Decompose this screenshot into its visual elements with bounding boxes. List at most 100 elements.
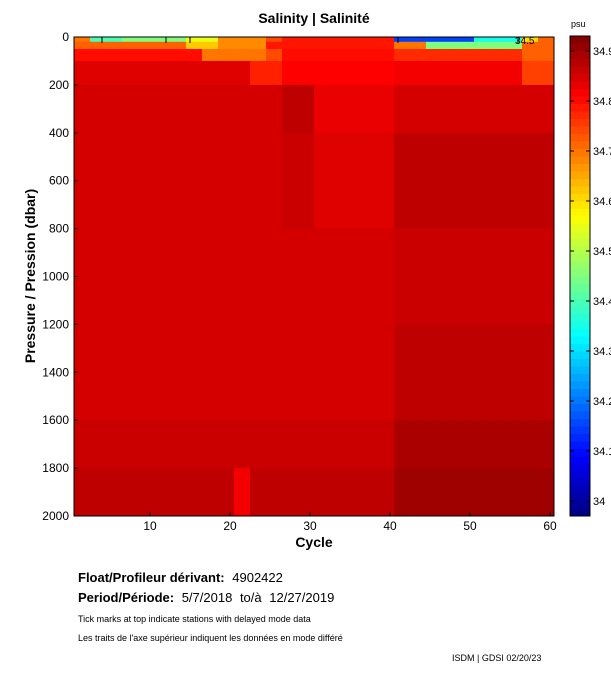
heatmap-cell: [410, 84, 427, 134]
colorbar-frame: [569, 35, 591, 517]
colorbar-tick-label: 34: [593, 496, 605, 508]
heatmap-cell: [90, 41, 107, 50]
heatmap-cell: [122, 420, 139, 469]
heatmap-cell: [426, 324, 443, 421]
heatmap-cell: [330, 48, 347, 62]
heatmap-cell: [394, 84, 411, 134]
heatmap-cell: [426, 468, 443, 517]
heatmap-cell: [250, 324, 267, 421]
heatmap-cell: [74, 84, 91, 134]
heatmap-cell: [250, 41, 267, 50]
heatmap-cell: [250, 228, 267, 325]
heatmap-cell: [522, 132, 539, 230]
colorbar-tick-label: 34.9: [593, 46, 611, 58]
heatmap-cell: [106, 60, 123, 86]
colorbar-swatch: [570, 171, 590, 179]
heatmap-cell: [138, 468, 155, 517]
heatmap-cell: [106, 228, 123, 325]
heatmap-cell: [298, 37, 315, 43]
heatmap-cell: [90, 228, 107, 325]
heatmap-cell: [282, 60, 299, 86]
colorbar-swatch: [570, 283, 590, 292]
heatmap-cell: [362, 48, 379, 62]
heatmap-cell: [250, 420, 267, 469]
heatmap-cell: [378, 324, 395, 421]
heatmap-cell: [282, 37, 299, 43]
heatmap-cell: [298, 420, 315, 469]
heatmap-cell: [154, 228, 171, 325]
heatmap-cell: [122, 468, 139, 517]
y-tick-label: 600: [49, 174, 69, 188]
heatmap-cell: [74, 132, 91, 230]
heatmap-cell: [122, 84, 139, 134]
heatmap-cell: [170, 41, 187, 50]
heatmap-cell: [314, 324, 331, 421]
heatmap-cell: [506, 60, 523, 86]
heatmap-cell: [202, 324, 219, 421]
heatmap-cell: [522, 48, 539, 62]
heatmap-cell: [378, 228, 395, 325]
heatmap-cell: [154, 37, 171, 43]
heatmap-cell: [346, 84, 363, 134]
heatmap-cell: [122, 324, 139, 421]
heatmap-cell: [346, 37, 363, 43]
heatmap-cell: [138, 37, 155, 43]
heatmap-cell: [250, 132, 267, 230]
heatmap-cell: [506, 324, 523, 421]
colorbar-swatch: [570, 216, 590, 224]
colorbar-swatch: [570, 336, 590, 344]
heatmap-cell: [458, 228, 475, 325]
y-tick-label: 1600: [42, 413, 69, 427]
heatmap-cell: [426, 37, 443, 43]
heatmap-cell: [234, 60, 251, 86]
heatmap-cell: [410, 60, 427, 86]
heatmap-cell: [202, 420, 219, 469]
heatmap-cell: [506, 132, 523, 230]
colorbar-swatch: [570, 73, 590, 82]
heatmap-cell: [234, 420, 251, 469]
heatmap-cell: [490, 468, 507, 517]
heatmap-cell: [298, 41, 315, 50]
heatmap-cell: [538, 37, 555, 43]
colorbar-swatch: [570, 231, 590, 239]
heatmap-cell: [490, 84, 507, 134]
heatmap-cell: [234, 132, 251, 230]
heatmap-cell: [490, 48, 507, 62]
period-to: to/à: [240, 590, 262, 605]
heatmap-cell: [346, 228, 363, 325]
heatmap-cell: [362, 84, 379, 134]
heatmap-cell: [346, 48, 363, 62]
heatmap-cell: [314, 37, 331, 43]
colorbar: [570, 36, 590, 517]
colorbar-swatch: [570, 411, 590, 419]
heatmap-cell: [378, 60, 395, 86]
colorbar-tick-label: 34.2: [593, 396, 611, 408]
heatmap-cell: [90, 84, 107, 134]
float-label: Float/Profileur dérivant:: [78, 570, 225, 585]
heatmap-cell: [394, 37, 411, 43]
heatmap-cell: [186, 41, 203, 50]
colorbar-swatch: [570, 126, 590, 134]
heatmap-cell: [506, 48, 523, 62]
heatmap-cell: [442, 37, 459, 43]
heatmap-cell: [74, 60, 91, 86]
x-tick-label: 40: [383, 519, 397, 533]
heatmap-cell: [74, 41, 91, 50]
heatmap-cell: [474, 324, 491, 421]
heatmap-cell: [90, 132, 107, 230]
heatmap-cell: [266, 37, 283, 43]
heatmap-cell: [538, 228, 555, 325]
heatmap-cell: [170, 48, 187, 62]
y-tick-label: 1800: [42, 461, 69, 475]
heatmap-cell: [538, 132, 555, 230]
y-axis-label: Pressure / Pression (dbar): [22, 189, 38, 363]
heatmap-cell: [234, 84, 251, 134]
heatmap-cell: [330, 228, 347, 325]
heatmap-cell: [330, 60, 347, 86]
x-tick-label: 10: [143, 519, 157, 533]
heatmap-cell: [250, 84, 267, 134]
heatmap-cell: [170, 60, 187, 86]
heatmap-cell: [410, 41, 427, 50]
heatmap-cell: [170, 324, 187, 421]
colorbar-swatch: [570, 298, 590, 307]
